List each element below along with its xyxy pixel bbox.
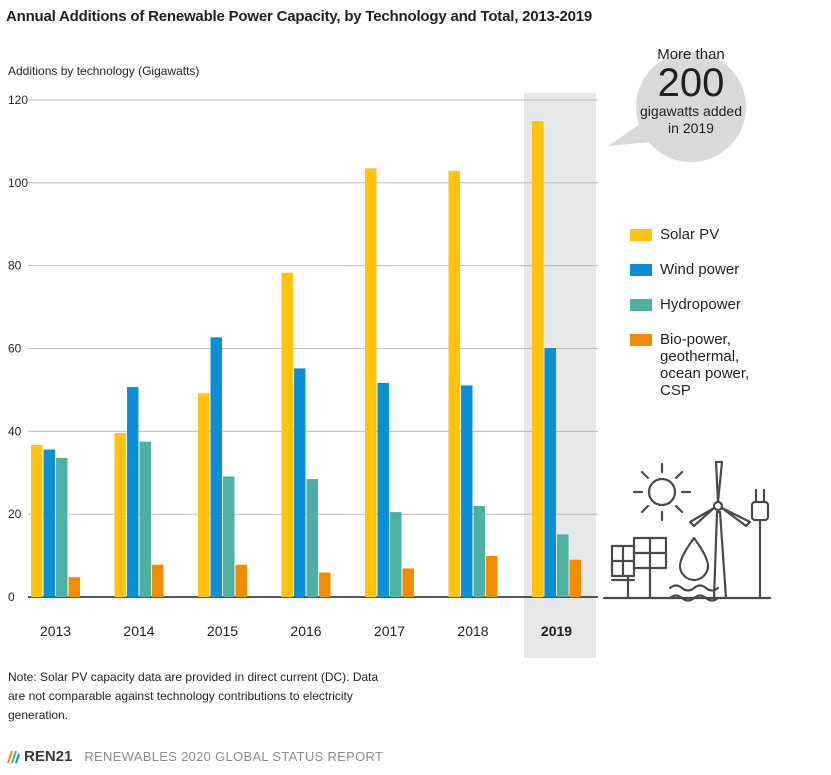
- bar-hydro-2013: [56, 457, 68, 597]
- legend-label-bio: Bio-power, geothermal, ocean power, CSP: [660, 331, 750, 399]
- bar-bio-2018: [486, 555, 498, 597]
- bar-hydro-2016: [306, 478, 318, 597]
- bar-bio-2015: [235, 564, 247, 597]
- report-name: RENEWABLES 2020 GLOBAL STATUS REPORT: [84, 749, 384, 764]
- bar-wind-2018: [461, 385, 473, 597]
- x-tick-label: 2015: [207, 623, 238, 639]
- legend-label-solar: Solar PV: [660, 226, 720, 243]
- x-tick-label: 2019: [541, 623, 572, 639]
- x-tick-label: 2018: [457, 623, 488, 639]
- bar-wind-2019: [544, 348, 556, 597]
- y-axis-label: Additions by technology (Gigawatts): [8, 64, 200, 78]
- bar-solar-2016: [281, 272, 293, 597]
- legend-swatch-hydro: [630, 299, 652, 311]
- ren21-logo-icon: [7, 750, 20, 763]
- y-tick-label: 20: [8, 507, 22, 521]
- y-tick-label: 100: [8, 176, 28, 190]
- bar-hydro-2017: [390, 512, 402, 597]
- bar-solar-2018: [448, 170, 460, 597]
- wind-turbine-icon: [688, 460, 752, 600]
- legend-label-hydro: Hydropower: [660, 296, 741, 313]
- y-tick-label: 40: [8, 424, 22, 438]
- bar-bio-2017: [402, 568, 414, 597]
- bar-wind-2017: [377, 382, 389, 597]
- bar-solar-2013: [31, 445, 43, 597]
- bar-wind-2014: [127, 387, 139, 597]
- bar-solar-2017: [365, 168, 377, 597]
- y-tick-label: 120: [8, 93, 28, 107]
- bar-hydro-2014: [139, 441, 151, 597]
- water-drop-icon: [668, 536, 720, 602]
- x-tick-label: 2016: [290, 623, 321, 639]
- bar-solar-2015: [198, 393, 210, 597]
- callout-number: 200: [657, 61, 725, 105]
- x-tick-label: 2014: [123, 623, 154, 639]
- x-tick-label: 2017: [374, 623, 405, 639]
- legend-item-hydro: Hydropower: [630, 296, 830, 313]
- callout-text: More than 200 gigawatts added in 2019: [638, 38, 744, 178]
- legend-swatch-solar: [630, 229, 652, 241]
- bar-wind-2016: [294, 368, 306, 597]
- legend-item-solar: Solar PV: [630, 226, 830, 243]
- bar-solar-2019: [532, 121, 544, 597]
- bar-hydro-2015: [223, 476, 235, 597]
- bar-bio-2016: [319, 572, 331, 597]
- bar-wind-2015: [210, 337, 222, 597]
- bar-bio-2013: [68, 577, 80, 597]
- legend-swatch-wind: [630, 264, 652, 276]
- bar-hydro-2018: [473, 505, 485, 597]
- y-tick-label: 60: [8, 342, 22, 356]
- bar-wind-2013: [43, 449, 55, 597]
- legend-swatch-bio: [630, 334, 652, 346]
- callout-line1: More than: [657, 46, 725, 63]
- callout-line3: gigawatts added: [640, 103, 742, 119]
- chart-title: Annual Additions of Renewable Power Capa…: [6, 8, 593, 25]
- bar-bio-2014: [152, 564, 164, 597]
- footer: REN21 RENEWABLES 2020 GLOBAL STATUS REPO…: [6, 748, 383, 765]
- y-tick-label: 80: [8, 259, 22, 273]
- callout-bubble: [608, 52, 746, 162]
- renewable-icons: [602, 460, 772, 602]
- x-tick-label: 2013: [40, 623, 71, 639]
- legend: Solar PV Wind power Hydropower Bio-power…: [630, 226, 830, 417]
- footnote: Note: Solar PV capacity data are provide…: [8, 670, 379, 722]
- bar-solar-2014: [114, 432, 126, 597]
- sun-icon: [632, 462, 692, 522]
- y-tick-label: 0: [8, 590, 15, 604]
- power-plug-icon: [750, 488, 770, 600]
- bar-bio-2019: [569, 559, 581, 597]
- legend-item-wind: Wind power: [630, 261, 830, 278]
- legend-label-wind: Wind power: [660, 261, 740, 278]
- legend-item-bio: Bio-power, geothermal, ocean power, CSP: [630, 331, 830, 399]
- callout-line4: in 2019: [668, 120, 714, 136]
- brand-name: REN21: [24, 748, 73, 765]
- bar-hydro-2019: [557, 534, 569, 597]
- solar-panel-icon: [610, 536, 668, 599]
